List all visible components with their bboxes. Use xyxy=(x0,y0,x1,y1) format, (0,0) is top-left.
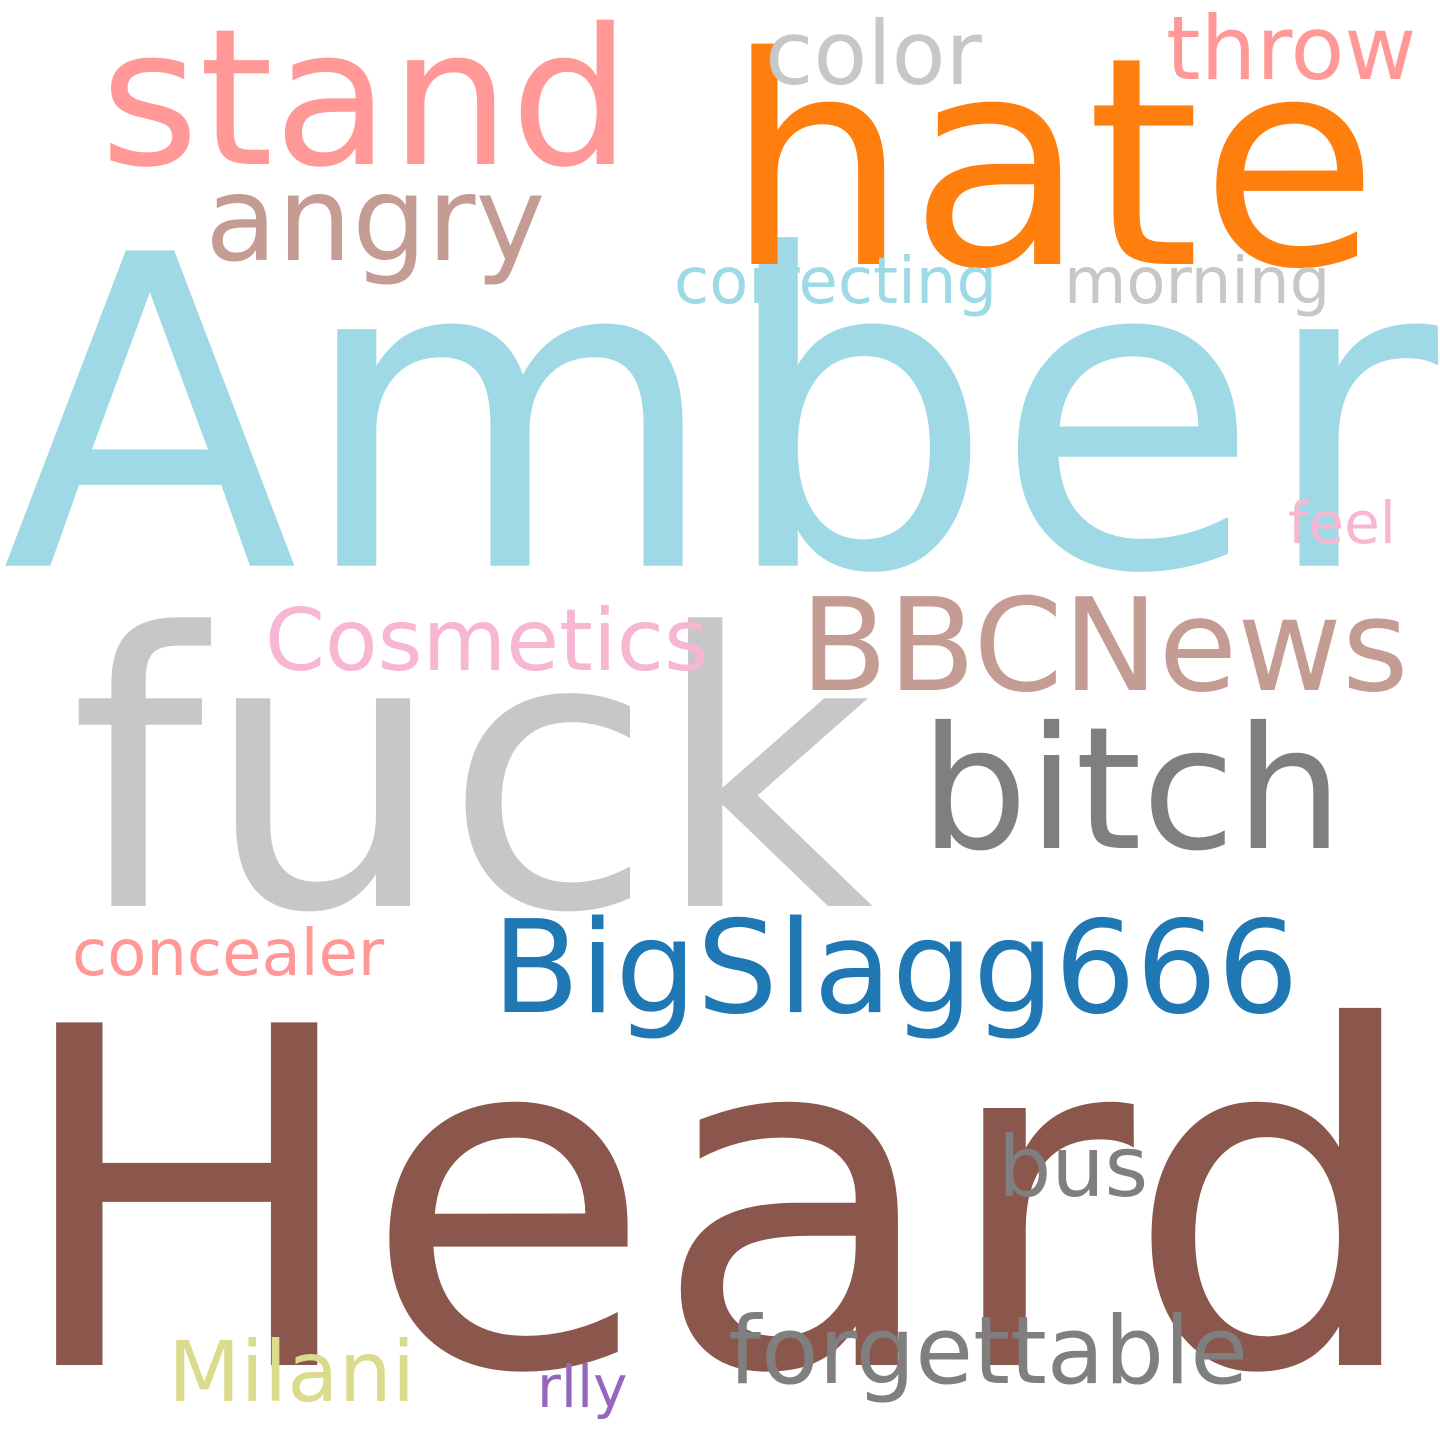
word-forgettable: forgettable xyxy=(728,1297,1249,1406)
word-bitch: bitch xyxy=(920,691,1344,889)
word-amber: Amber xyxy=(2,164,1438,669)
word-rlly: rlly xyxy=(537,1353,628,1421)
word-fuck: fuck xyxy=(70,553,874,996)
word-heard: Heard xyxy=(10,929,1424,1440)
word-bbcnews: BBCNews xyxy=(800,572,1409,721)
word-bigslagg666: BigSlagg666 xyxy=(492,894,1299,1043)
word-correcting: correcting xyxy=(674,245,998,319)
word-cosmetics: Cosmetics xyxy=(265,591,709,691)
word-throw: throw xyxy=(1166,0,1417,100)
word-hate: hate xyxy=(725,0,1379,333)
word-angry: angry xyxy=(205,150,546,288)
word-feel: feel xyxy=(1288,489,1396,557)
word-concealer: concealer xyxy=(72,917,385,991)
word-stand: stand xyxy=(100,0,631,209)
word-milani: Milani xyxy=(168,1323,416,1421)
word-bus: bus xyxy=(998,1118,1149,1216)
word-color: color xyxy=(765,2,982,105)
word-morning: morning xyxy=(1064,245,1331,319)
